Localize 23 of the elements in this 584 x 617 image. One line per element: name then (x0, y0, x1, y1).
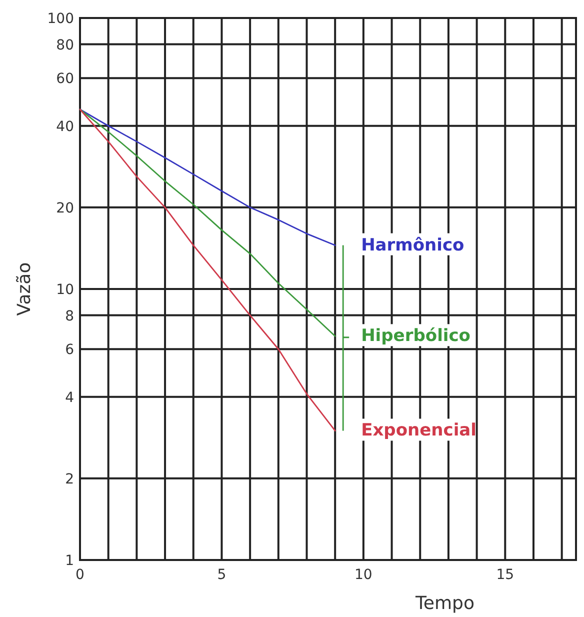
line-series (79, 108, 336, 337)
y-axis-title: Vazão (14, 262, 35, 316)
y-tick-label: 6 (65, 342, 74, 358)
y-tick-label: 2 (65, 471, 74, 488)
y-tick-label: 4 (65, 390, 74, 406)
x-axis-title: Tempo (414, 593, 474, 614)
x-tick-label: 10 (354, 567, 372, 583)
y-tick-label: 10 (56, 282, 74, 298)
y-tick-label: 40 (56, 118, 74, 135)
y-tick-label: 60 (56, 71, 74, 88)
x-tick-label: 0 (76, 567, 84, 583)
y-tick-label: 80 (56, 37, 74, 54)
series-label: Harmônico (361, 235, 464, 256)
y-tick-label: 20 (56, 200, 74, 216)
x-tick-label: 5 (217, 567, 226, 583)
legend-label: Hiperbólico (361, 326, 470, 346)
line-series (79, 108, 336, 432)
series-label: Exponencial (361, 420, 476, 441)
line-series (79, 108, 336, 246)
y-tick-label: 100 (47, 11, 74, 27)
y-tick-label: 8 (65, 308, 74, 324)
y-tick-label: 1 (65, 553, 74, 569)
x-tick-label: 15 (496, 567, 514, 583)
